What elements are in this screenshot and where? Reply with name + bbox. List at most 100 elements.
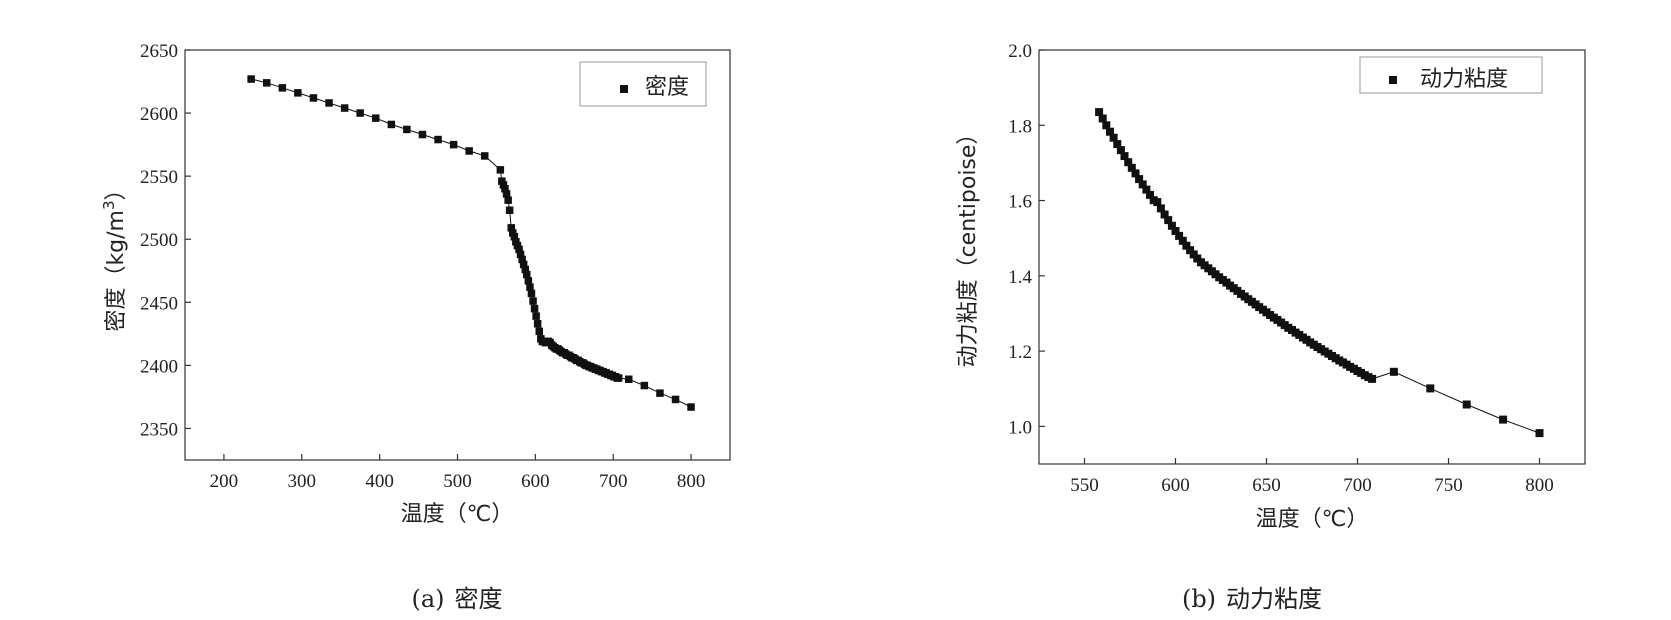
data-point [687, 403, 695, 411]
caption-a-text: 密度 [455, 585, 503, 613]
series-line [251, 78, 692, 408]
data-point [502, 190, 511, 198]
data-point [671, 395, 680, 404]
data-point [1095, 108, 1104, 117]
plot-frame-b [1038, 49, 1586, 465]
data-point [533, 320, 542, 328]
data-point [505, 206, 514, 214]
data-point [1156, 204, 1165, 213]
plot-frame-a [184, 49, 731, 461]
data-point [515, 245, 523, 254]
x-tick-label: 600 [1161, 475, 1190, 496]
data-point [1389, 367, 1398, 376]
data-point [1167, 221, 1176, 230]
data-point [656, 389, 664, 397]
data-point [1171, 227, 1180, 235]
x-axis-label-b: 温度（℃） [1256, 507, 1369, 532]
y-tick-label: 2350 [140, 419, 178, 440]
data-point [507, 224, 515, 232]
data-point [481, 152, 489, 160]
data-point [418, 130, 427, 139]
y-tick-label: 2600 [140, 104, 178, 125]
data-point [535, 327, 543, 336]
data-point [521, 265, 529, 274]
data-point [465, 147, 473, 155]
data-point [1164, 216, 1173, 225]
data-point [1186, 246, 1195, 255]
x-tick-label: 600 [521, 471, 550, 492]
data-point [356, 109, 364, 117]
data-point [523, 270, 531, 279]
x-tick-label: 500 [443, 471, 472, 492]
data-point [509, 229, 517, 237]
data-point [1142, 185, 1151, 194]
data-point [527, 289, 536, 298]
data-point [1098, 114, 1107, 123]
caption-a-tag: (a) [411, 585, 444, 613]
data-point [504, 196, 512, 204]
y-tick-label: 2400 [140, 356, 178, 377]
data-point [1106, 127, 1114, 136]
data-point [496, 166, 505, 174]
series-a [247, 75, 695, 411]
y-tick-label: 2.0 [1008, 41, 1032, 62]
chart-b-viscosity: 550 600 650 700 750 800 1.0 1.2 1.4 1.6 1.8 2.0 温度… [956, 41, 1586, 613]
data-point [510, 233, 519, 241]
y-ticks-b: 1.0 1.2 1.4 1.6 1.8 2.0 [1008, 41, 1045, 438]
data-point [1178, 236, 1187, 245]
x-tick-label: 700 [1343, 475, 1372, 496]
caption-a: (a) 密度 [411, 585, 502, 613]
data-point [247, 75, 255, 83]
data-point [1175, 231, 1184, 240]
data-point [524, 277, 533, 285]
y-tick-label: 2500 [140, 230, 178, 251]
caption-b-tag: (b) [1182, 585, 1216, 613]
y-tick-label: 1.6 [1008, 192, 1032, 213]
data-point [1109, 133, 1118, 142]
y-ticks-a: 2350 2400 2450 2500 2550 2600 2650 [140, 41, 191, 440]
data-point [499, 181, 508, 189]
legend-a: 密度 [579, 61, 707, 107]
data-point [518, 255, 526, 264]
legend-marker-b [1389, 76, 1397, 84]
data-point [614, 374, 623, 382]
data-point [501, 185, 509, 193]
data-point [1426, 384, 1435, 393]
data-point [294, 89, 302, 97]
data-point [1124, 158, 1133, 167]
data-point [1462, 400, 1471, 409]
x-tick-label: 650 [1252, 475, 1281, 496]
data-point [325, 99, 333, 107]
data-point [1131, 169, 1140, 178]
data-point [263, 79, 271, 87]
data-point [1127, 163, 1136, 172]
data-point [340, 104, 349, 112]
caption-b-text: 动力粘度 [1226, 585, 1322, 613]
legend-label-b: 动力粘度 [1420, 67, 1508, 92]
series-b [1095, 108, 1544, 438]
data-point [1116, 146, 1125, 155]
data-point [1368, 374, 1377, 383]
legend-marker-a [620, 85, 628, 93]
data-point [309, 94, 318, 102]
x-tick-label: 800 [677, 471, 706, 492]
data-point [1138, 180, 1147, 189]
caption-b: (b) 动力粘度 [1182, 585, 1322, 613]
data-point [278, 84, 287, 92]
y-tick-label: 2450 [140, 293, 178, 314]
y-tick-label: 2550 [140, 167, 178, 188]
y-tick-label: 1.2 [1008, 342, 1032, 363]
data-point [387, 120, 396, 129]
data-point [403, 125, 411, 134]
x-tick-label: 300 [288, 471, 317, 492]
x-tick-label: 400 [365, 471, 394, 492]
x-tick-label: 800 [1525, 475, 1554, 496]
data-point [1499, 415, 1508, 424]
data-point [513, 241, 522, 250]
data-point [434, 135, 442, 144]
data-point [526, 283, 534, 291]
data-point [512, 238, 520, 246]
data-point [1146, 190, 1154, 199]
data-point [532, 312, 540, 320]
